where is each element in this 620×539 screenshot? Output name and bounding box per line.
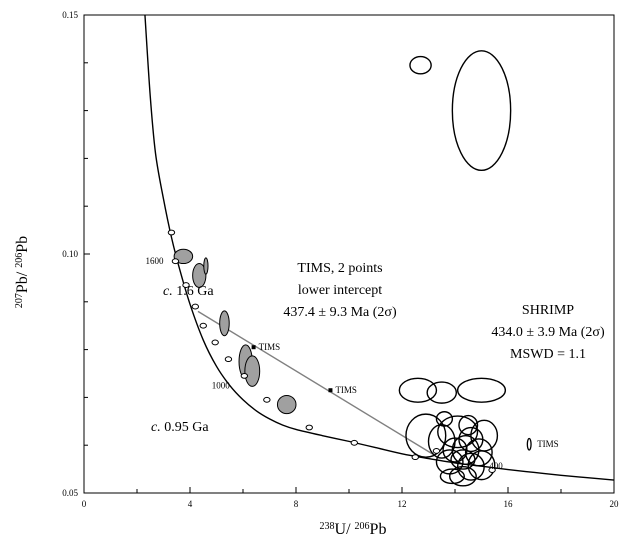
- x-tick-label: 4: [188, 499, 193, 509]
- tims-annotation-line1: TIMS, 2 points: [297, 261, 382, 276]
- concordia-age-marker: [167, 229, 176, 236]
- analysis-ellipse-open: [398, 377, 438, 403]
- analysis-ellipse-open: [405, 413, 447, 458]
- tims-point-label: TIMS: [259, 342, 281, 352]
- tims-annotation-line2: lower intercept: [298, 283, 382, 298]
- discordia-line: [197, 310, 435, 456]
- age-marker-label: 400: [489, 461, 503, 471]
- analysis-ellipse-open: [439, 468, 465, 485]
- concordia-age-marker: [240, 372, 249, 379]
- y-axis-label: 207Pb/ 206Pb: [14, 236, 32, 308]
- x-tick-label: 20: [610, 499, 620, 509]
- concordia-age-marker: [263, 396, 271, 403]
- tims-ellipse-label: TIMS: [537, 439, 559, 449]
- analysis-ellipse-open: [450, 449, 476, 470]
- analysis-ellipse-open: [409, 55, 432, 75]
- concordia-age-marker: [411, 454, 419, 461]
- analysis-ellipse-open: [449, 466, 477, 487]
- x-tick-label: 16: [504, 499, 514, 509]
- analysis-ellipse-filled: [276, 394, 297, 415]
- concordia-age-marker: [211, 339, 219, 346]
- x-tick-label: 12: [398, 499, 407, 509]
- tims-point: [251, 345, 256, 350]
- age-marker-label: 1600: [146, 256, 165, 266]
- concordia-age-marker: [171, 258, 180, 265]
- age-marker-label: 1000: [212, 380, 231, 390]
- age-label-0-95: c. 0.95 Ga: [151, 420, 209, 435]
- analysis-ellipse-open: [456, 377, 507, 403]
- concordia-age-marker: [350, 439, 358, 446]
- analysis-ellipse-open: [470, 419, 499, 452]
- tims-point: [328, 388, 333, 393]
- analysis-ellipse-open: [451, 50, 512, 172]
- tick-labels: 0 4 8 12 16 20 0.05 0.10 0.15: [62, 10, 619, 509]
- analysis-ellipse-filled: [192, 263, 207, 288]
- shrimp-annotation-line2: 434.0 ± 3.9 Ma (2σ): [491, 325, 605, 340]
- plot-data-layer: TIMS 1600 1000 400 TIMS TIMS: [144, 15, 614, 487]
- x-axis-label: 238U/ 206Pb: [320, 521, 387, 539]
- analysis-ellipse-open: [426, 381, 458, 404]
- concordia-age-marker: [199, 322, 207, 329]
- y-tick-label: 0.10: [62, 249, 78, 259]
- analysis-ellipse-open: [456, 452, 485, 481]
- concordia-age-marker: [432, 448, 441, 454]
- shrimp-annotation-line1: SHRIMP: [522, 303, 574, 318]
- y-tick-label: 0.15: [62, 10, 78, 20]
- plot-area: TIMS 1600 1000 400 TIMS TIMS: [83, 14, 615, 494]
- analysis-ellipse-filled: [203, 257, 209, 275]
- y-tick-label: 0.05: [62, 488, 78, 498]
- x-tick-label: 0: [82, 499, 87, 509]
- analysis-ellipse-open: [464, 438, 493, 467]
- analysis-ellipse-filled: [244, 355, 261, 387]
- concordia-age-marker: [305, 424, 313, 431]
- concordia-age-marker: [191, 303, 200, 310]
- age-label-1-6: c. 1.6 Ga: [163, 284, 214, 299]
- tims-point-label: TIMS: [335, 385, 357, 395]
- concordia-age-marker: [182, 282, 190, 288]
- x-tick-label: 8: [294, 499, 299, 509]
- analysis-ellipse-open: [435, 411, 454, 427]
- concordia-curve: [144, 15, 614, 481]
- concordia-age-marker: [224, 356, 233, 363]
- tims-annotation-line3: 437.4 ± 9.3 Ma (2σ): [283, 305, 397, 320]
- tims-ellipse: [526, 437, 532, 451]
- concordia-age-marker: [488, 467, 496, 473]
- analysis-ellipse-open: [458, 414, 479, 436]
- analysis-ellipse-open: [437, 415, 479, 449]
- analysis-ellipse-filled: [219, 310, 230, 337]
- analysis-ellipse-open: [467, 450, 496, 481]
- shrimp-annotation-line3: MSWD = 1.1: [510, 347, 586, 362]
